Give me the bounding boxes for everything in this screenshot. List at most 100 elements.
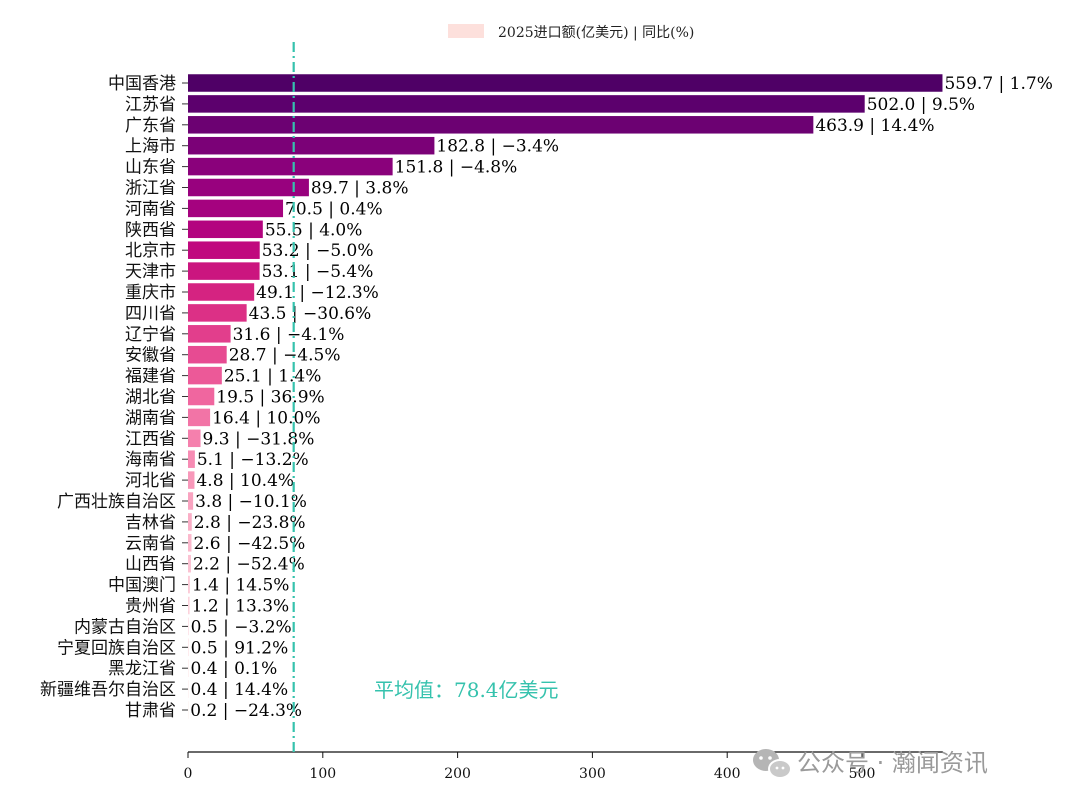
bar-14 (188, 345, 227, 364)
category-label: 甘肃省 (125, 701, 176, 721)
bar-19 (188, 450, 195, 468)
x-axis: 0 100 200 300 400 500 (184, 751, 943, 782)
bar-31 (188, 701, 189, 719)
bar-value-label: 0.4 | 0.1% (191, 659, 278, 679)
x-tick-label: 200 (444, 766, 471, 782)
bar-16 (188, 387, 215, 406)
bar-24 (188, 554, 191, 573)
bar-value-label: 49.1 | −12.3% (256, 283, 379, 303)
bar-22 (188, 513, 192, 531)
category-label: 新疆维吾尔自治区 (40, 680, 176, 700)
category-label: 黑龙江省 (108, 659, 176, 679)
bar-29 (188, 659, 189, 677)
category-label: 中国澳门 (108, 576, 176, 596)
legend-swatch (448, 24, 484, 38)
bar-value-label: 9.3 | −31.8% (203, 429, 315, 449)
category-label: 河北省 (125, 471, 176, 491)
average-line-group: 平均值：78.4亿美元 (292, 42, 559, 752)
bar-1 (188, 74, 943, 92)
bar-3 (188, 116, 814, 134)
category-label: 陕西省 (125, 220, 176, 240)
category-label: 四川省 (125, 304, 176, 324)
bar-value-label: 0.5 | 91.2% (191, 638, 289, 658)
bar-13 (188, 325, 231, 343)
bar-value-label: 55.5 | 4.0% (265, 220, 363, 240)
bar-value-label: 53.2 | −5.0% (262, 241, 374, 261)
bar-value-label: 28.7 | −4.5% (229, 346, 341, 366)
bar-9 (188, 241, 260, 259)
bar-value-label: 1.4 | 14.5% (192, 576, 290, 596)
category-label: 山西省 (125, 555, 176, 575)
wechat-icon (753, 749, 792, 779)
category-label: 辽宁省 (125, 325, 176, 345)
bar-20 (188, 471, 195, 489)
bar-value-label: 0.5 | −3.2% (191, 617, 292, 637)
bar-value-label: 31.6 | −4.1% (233, 325, 345, 345)
bar-value-label: 43.5 | −30.6% (249, 304, 372, 324)
x-tick-label: 400 (714, 766, 741, 782)
bar-value-label: 5.1 | −13.2% (197, 450, 309, 470)
bar-25 (188, 575, 190, 594)
bar-value-label: 19.5 | 36.9% (216, 388, 324, 408)
category-label: 江西省 (125, 429, 176, 449)
bar-28 (188, 638, 189, 657)
x-tick-label: 0 (184, 766, 193, 782)
category-label: 广东省 (125, 116, 176, 136)
bar-value-label: 151.8 | −4.8% (395, 158, 518, 178)
category-label: 湖北省 (125, 388, 176, 408)
category-label: 云南省 (125, 534, 176, 554)
bar-value-label: 2.8 | −23.8% (194, 513, 306, 533)
bar-15 (188, 366, 222, 385)
category-label: 海南省 (125, 450, 176, 470)
category-label: 北京市 (125, 241, 176, 261)
bar-value-label: 16.4 | 10.0% (212, 408, 320, 428)
bar-18 (188, 429, 201, 448)
category-label: 广西壮族自治区 (57, 492, 176, 512)
bar-value-label: 4.8 | 10.4% (196, 471, 294, 491)
bar-value-label: 25.1 | 1.4% (224, 367, 322, 387)
category-label: 宁夏回族自治区 (57, 638, 176, 658)
category-label: 福建省 (125, 367, 176, 387)
legend-label: 2025进口额(亿美元) | 同比(%) (498, 25, 694, 41)
bar-26 (188, 596, 190, 615)
bar-value-label: 502.0 | 9.5% (867, 95, 975, 115)
bar-value-label: 89.7 | 3.8% (311, 179, 409, 199)
category-label: 内蒙古自治区 (74, 617, 176, 637)
bar-value-label: 0.4 | 14.4% (191, 680, 289, 700)
category-label: 山东省 (125, 158, 176, 178)
category-label: 浙江省 (125, 179, 176, 199)
category-label: 天津市 (125, 262, 176, 282)
bar-value-label: 2.2 | −52.4% (193, 555, 305, 575)
bar-23 (188, 534, 192, 552)
bar-value-label: 463.9 | 14.4% (815, 116, 934, 136)
bar-value-label: 70.5 | 0.4% (285, 199, 383, 219)
bar-value-label: 182.8 | −3.4% (436, 137, 559, 157)
legend: 2025进口额(亿美元) | 同比(%) (448, 24, 694, 41)
bar-27 (188, 617, 189, 636)
bar-7 (188, 199, 284, 218)
x-tick-label: 300 (579, 766, 606, 782)
bar-value-label: 1.2 | 13.3% (192, 597, 290, 617)
category-label: 贵州省 (125, 597, 176, 617)
category-label: 安徽省 (125, 346, 176, 366)
x-tick-label: 500 (849, 766, 876, 782)
category-label: 吉林省 (125, 513, 176, 533)
bar-value-label: 3.8 | −10.1% (195, 492, 307, 512)
bar-12 (188, 304, 247, 322)
bar-17 (188, 408, 211, 427)
category-label: 重庆市 (125, 283, 176, 303)
bar-value-label: 53.1 | −5.4% (262, 262, 374, 282)
category-label: 江苏省 (125, 95, 176, 115)
bar-11 (188, 283, 255, 301)
bar-value-label: 2.6 | −42.5% (194, 534, 306, 554)
bar-2 (188, 95, 865, 113)
bar-5 (188, 157, 393, 176)
bar-value-label: 559.7 | 1.7% (944, 74, 1052, 94)
category-label: 河南省 (125, 199, 176, 219)
bar-8 (188, 220, 263, 239)
bar-30 (188, 680, 189, 698)
bar-6 (188, 178, 309, 197)
bar-value-label: 0.2 | −24.3% (190, 701, 302, 721)
category-label: 上海市 (125, 137, 176, 157)
